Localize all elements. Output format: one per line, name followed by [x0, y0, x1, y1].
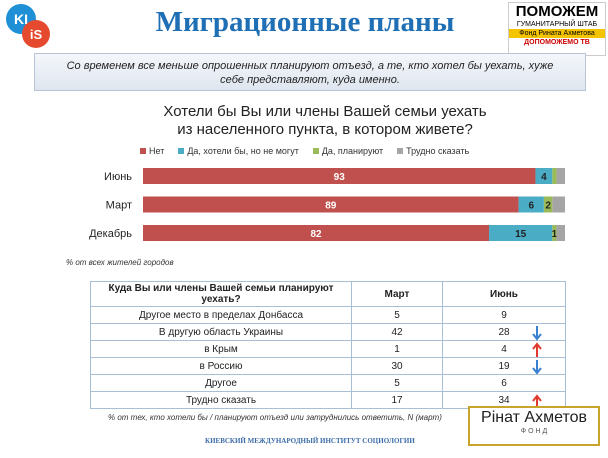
- header-cell: Куда Вы или члены Вашей семьи планируют …: [90, 281, 352, 307]
- table-cell: 28: [442, 323, 566, 341]
- table-cell: 4: [442, 340, 566, 358]
- table-cell: 30: [351, 357, 443, 375]
- table: Куда Вы или члены Вашей семьи планируют …: [90, 281, 566, 409]
- legend-swatch: [312, 148, 319, 154]
- right-logo: ПОМОЖЕМ ГУМАНИТАРНЫЙ ШТАБ Фонд Рината Ах…: [508, 2, 606, 56]
- kiis-logo: KI iS: [6, 4, 50, 48]
- header-cell: Июнь: [442, 281, 566, 307]
- table-row: В другую область Украины 42 28: [90, 323, 566, 341]
- table-row: в Крым 1 4: [90, 340, 566, 358]
- table-cell: Другое место в пределах Донбасса: [90, 306, 352, 324]
- logo-text: KI: [14, 11, 28, 27]
- bar-segment: [552, 168, 557, 184]
- legend-swatch: [178, 148, 185, 154]
- legend-item: Нет: [140, 146, 164, 156]
- logo-text: ДОПОМОЖЕМО: [524, 39, 579, 46]
- bar-segment: [143, 196, 519, 213]
- data-label: 93: [334, 172, 346, 183]
- table-cell: в Крым: [90, 340, 352, 358]
- table-cell: 6: [442, 374, 566, 392]
- bar-segment: [535, 168, 553, 184]
- bar-segment: [143, 168, 536, 184]
- table-cell: 42: [351, 323, 443, 341]
- data-label: 4: [541, 172, 547, 183]
- subtitle: Со временем все меньше опрошенных планир…: [34, 53, 586, 91]
- category-label: Декабрь: [89, 228, 132, 240]
- legend-label: Да, хотели бы, но не могут: [187, 146, 299, 156]
- legend-label: Нет: [149, 146, 165, 156]
- bar-segment: [552, 196, 565, 213]
- bar-segment: [556, 168, 565, 184]
- table-cell: 19: [442, 357, 566, 375]
- logo-text: Рінат Ахметов: [481, 409, 587, 426]
- logo-text: ГУМАНИТАРНЫЙ ШТАБ: [516, 21, 598, 28]
- logo-text: Ф О Н Д: [520, 428, 548, 435]
- table-row: Другое место в пределах Донбасса 5 9: [90, 306, 566, 324]
- legend-item: Да, планируют: [312, 146, 384, 156]
- bar-segment: [143, 225, 490, 241]
- bar-segment: [543, 196, 553, 213]
- chart: Июнь 93 4 Март 89 6 2 Декабрь 82 15 1: [89, 168, 565, 241]
- legend-item: Трудно сказать: [397, 146, 469, 156]
- data-label: 15: [515, 229, 527, 240]
- table-cell: 17: [351, 391, 443, 409]
- header-cell: Март: [351, 281, 443, 307]
- table-cell: 5: [351, 306, 443, 324]
- legend-label: Трудно сказать: [406, 146, 470, 156]
- logo-text: iS: [30, 27, 43, 42]
- table-cell: 1: [351, 340, 443, 358]
- legend: Нет Да, хотели бы, но не могут Да, планиру…: [140, 146, 580, 156]
- data-label: 6: [528, 201, 534, 212]
- category-label: Июнь: [104, 171, 132, 183]
- title: Миграционные планы: [155, 6, 455, 38]
- chart-note: % от всех жителей городов: [66, 258, 174, 267]
- footnote: % от тех, кто хотели бы / планируют отъе…: [108, 413, 442, 422]
- table-cell: Другое: [90, 374, 352, 392]
- legend-label: Да, планируют: [321, 146, 384, 156]
- legend-swatch: [140, 148, 146, 154]
- bar-segment: [518, 196, 544, 213]
- bottom-logo: Рінат Ахметов Ф О Н Д: [468, 406, 600, 446]
- table-cell: 5: [351, 374, 443, 392]
- bar-segment: [556, 225, 565, 241]
- logo-text: ТВ: [580, 39, 590, 46]
- table-row: в Россию 30 19: [90, 357, 566, 375]
- data-label: 89: [325, 201, 337, 212]
- data-label: 2: [545, 201, 551, 212]
- table-row: Другое 5 6: [90, 374, 566, 392]
- category-label: Март: [106, 200, 132, 212]
- logo-text: Фонд Рината Ахметова: [509, 29, 605, 38]
- institute: КИЕВСКИЙ МЕЖДУНАРОДНЫЙ ИНСТИТУТ СОЦИОЛОГ…: [205, 437, 415, 445]
- bar-segment: [489, 225, 553, 241]
- trend-arrows: [532, 326, 542, 409]
- logo-text: ПОМОЖЕМ: [515, 3, 599, 20]
- table-cell: 9: [442, 306, 566, 324]
- legend-swatch: [397, 148, 404, 154]
- data-label: 1: [552, 229, 558, 240]
- data-label: 82: [310, 229, 322, 240]
- legend-item: Да, хотели бы, но не могут: [178, 146, 299, 156]
- table-cell: в Россию: [90, 357, 352, 375]
- table-cell: В другую область Украины: [90, 323, 352, 341]
- chart-title: Хотели бы Вы или члены Вашей семьи уехат…: [163, 103, 487, 138]
- table-header: Куда Вы или члены Вашей семьи планируют …: [90, 281, 566, 307]
- bar-segment: [552, 225, 557, 241]
- table-cell: Трудно сказать: [90, 391, 352, 409]
